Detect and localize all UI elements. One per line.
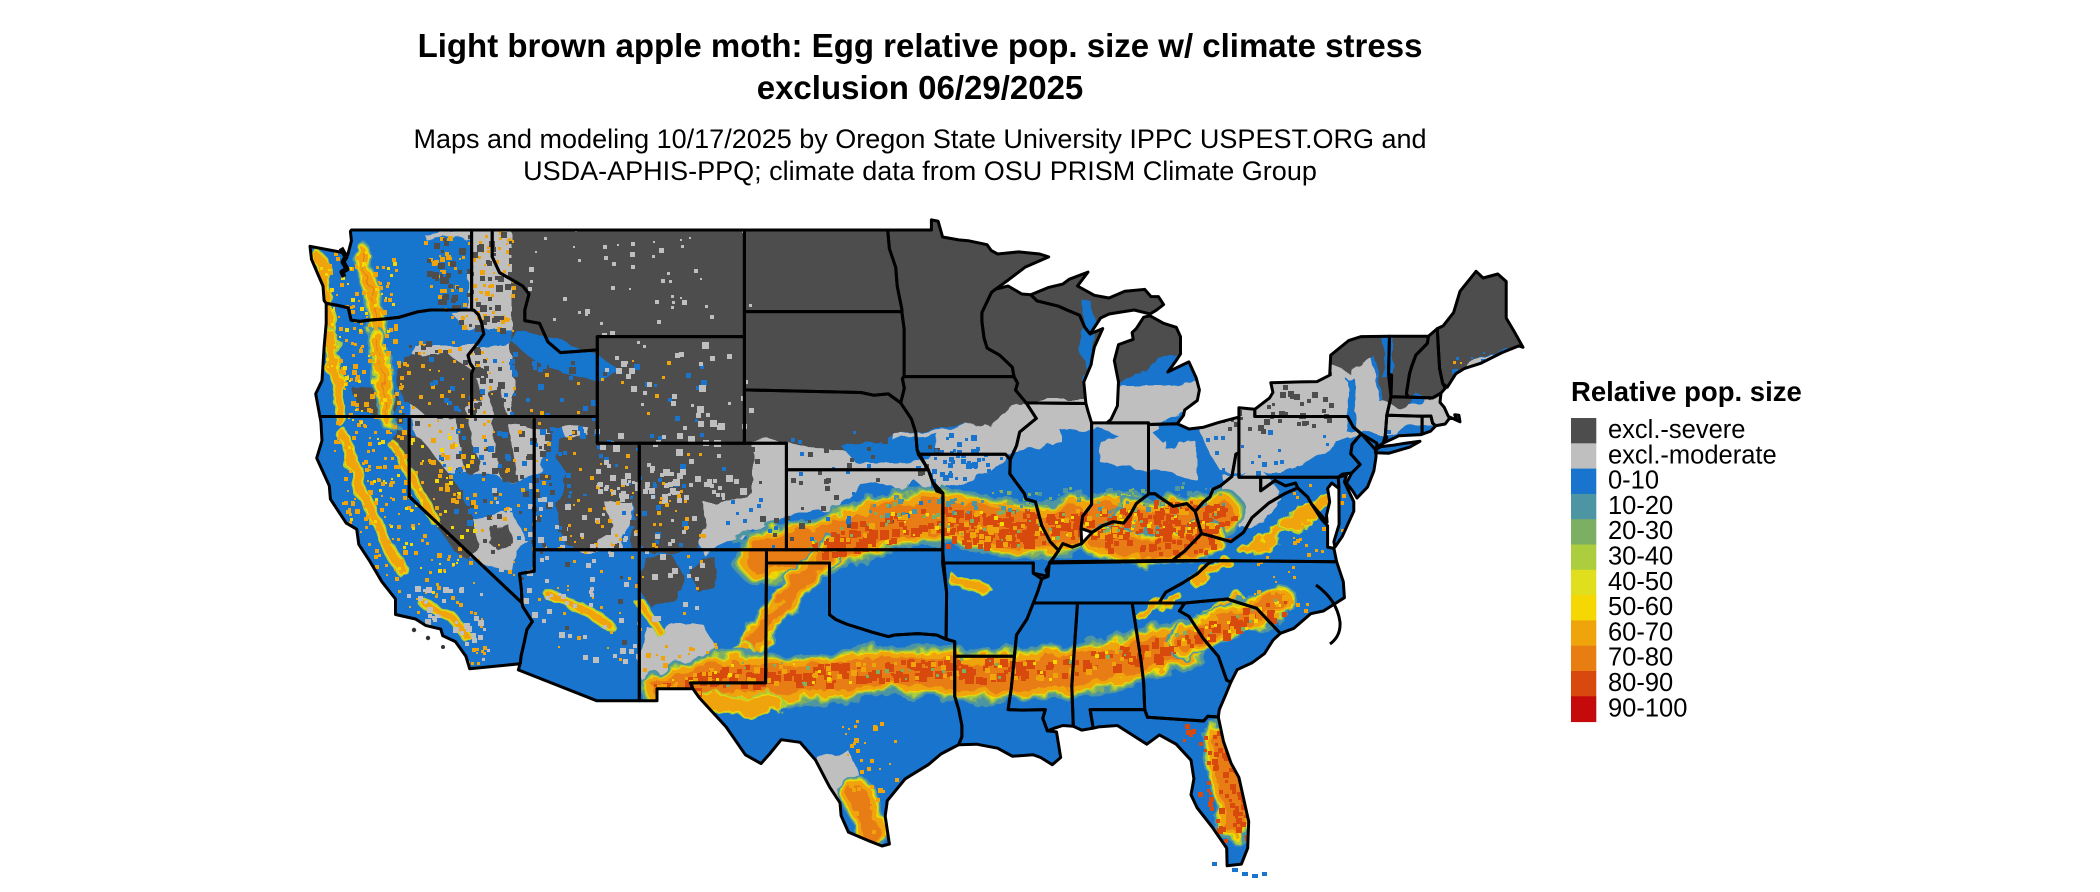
svg-text:40-50: 40-50 — [1608, 568, 1673, 596]
svg-text:60-70: 60-70 — [1608, 618, 1673, 646]
svg-text:USDA-APHIS-PPQ; climate data f: USDA-APHIS-PPQ; climate data from OSU PR… — [523, 156, 1317, 186]
svg-text:50-60: 50-60 — [1608, 593, 1673, 621]
svg-text:0-10: 0-10 — [1608, 467, 1659, 495]
svg-text:excl.-severe: excl.-severe — [1608, 416, 1745, 444]
svg-text:Relative pop. size: Relative pop. size — [1571, 376, 1802, 407]
svg-text:Maps and modeling 10/17/2025 b: Maps and modeling 10/17/2025 by Oregon S… — [413, 124, 1426, 154]
svg-text:excl.-moderate: excl.-moderate — [1608, 441, 1777, 469]
svg-text:exclusion 06/29/2025: exclusion 06/29/2025 — [757, 69, 1084, 106]
svg-text:30-40: 30-40 — [1608, 543, 1673, 571]
svg-text:70-80: 70-80 — [1608, 644, 1673, 672]
svg-text:10-20: 10-20 — [1608, 492, 1673, 520]
svg-text:20-30: 20-30 — [1608, 517, 1673, 545]
svg-text:90-100: 90-100 — [1608, 694, 1687, 722]
svg-text:80-90: 80-90 — [1608, 669, 1673, 697]
svg-text:Light brown apple moth: Egg re: Light brown apple moth: Egg relative pop… — [418, 27, 1423, 64]
